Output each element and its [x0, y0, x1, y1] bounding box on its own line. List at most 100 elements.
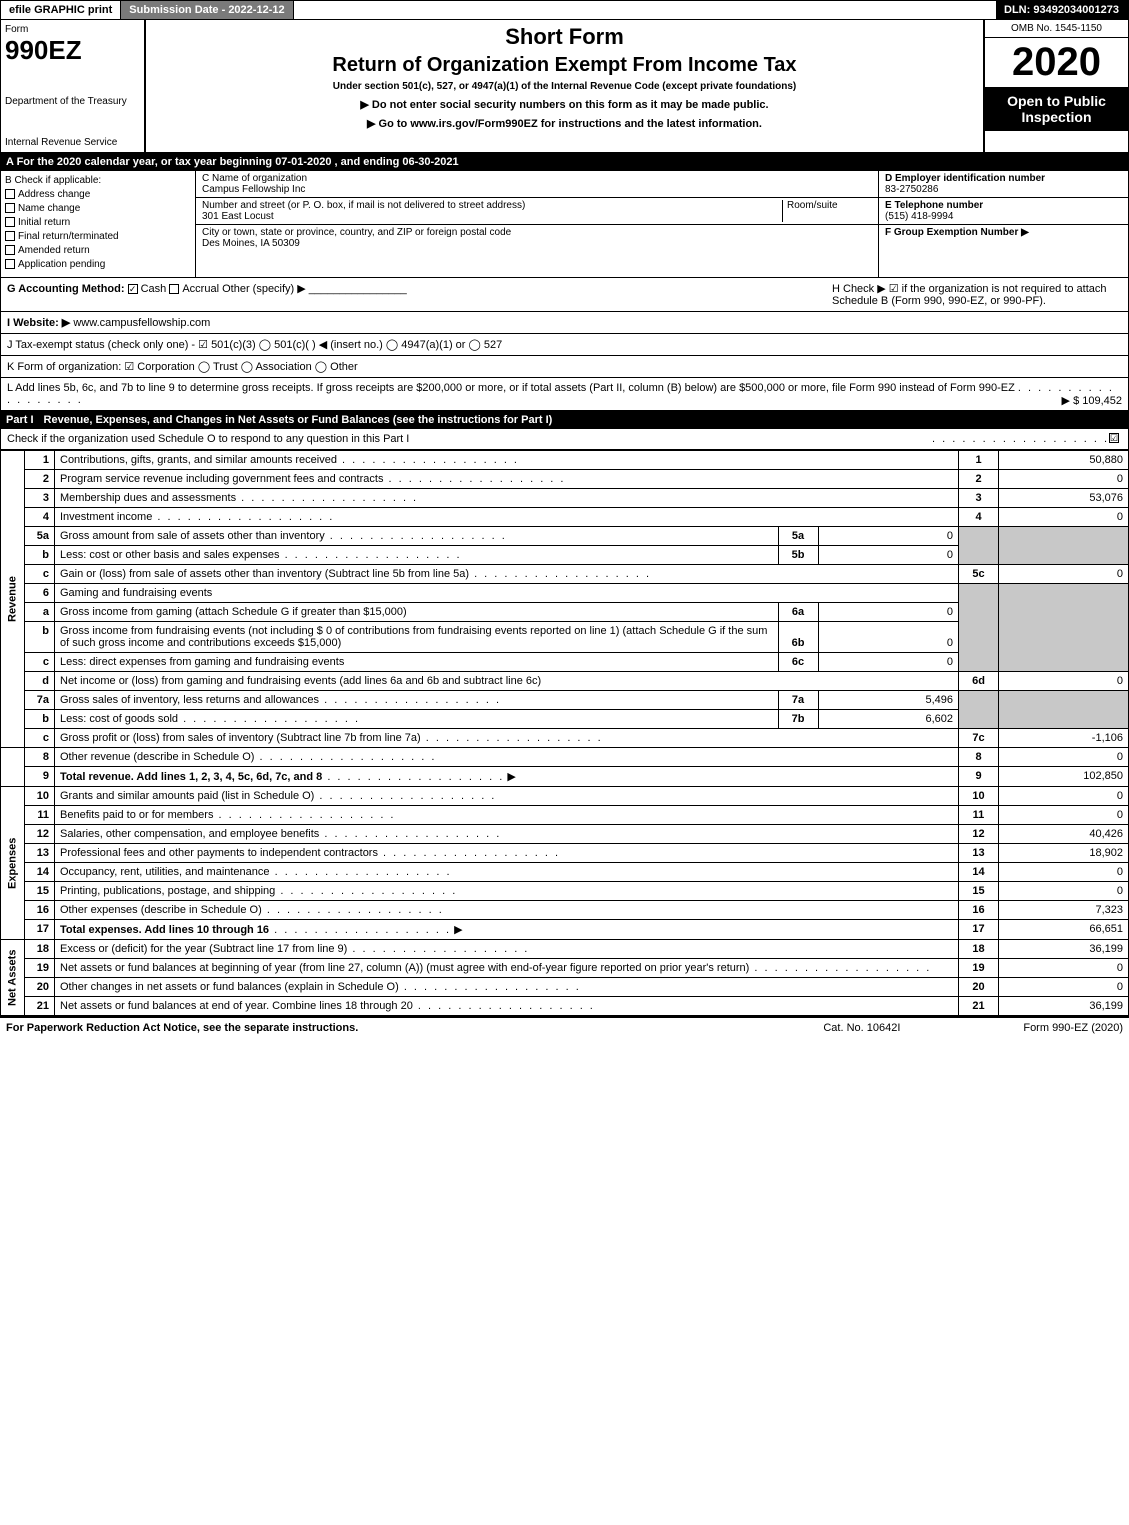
submission-date: Submission Date - 2022-12-12	[121, 1, 293, 19]
tel-label: E Telephone number	[885, 200, 983, 211]
net-assets-side: Net Assets	[1, 940, 25, 1016]
expenses-side: Expenses	[1, 787, 25, 940]
open-public: Open to Public Inspection	[985, 87, 1128, 131]
part1-check-text: Check if the organization used Schedule …	[7, 433, 932, 445]
period-bar: A For the 2020 calendar year, or tax yea…	[0, 153, 1129, 171]
footer-paperwork: For Paperwork Reduction Act Notice, see …	[6, 1022, 823, 1034]
org-street-row: Number and street (or P. O. box, if mail…	[196, 198, 878, 225]
check-address[interactable]: Address change	[5, 189, 191, 200]
row-14: 14Occupancy, rent, utilities, and mainte…	[1, 863, 1129, 882]
website-value[interactable]: www.campusfellowship.com	[73, 317, 210, 329]
goto-link[interactable]: ▶ Go to www.irs.gov/Form990EZ for instru…	[154, 117, 975, 130]
dln: DLN: 93492034001273	[996, 1, 1128, 19]
row-7c: cGross profit or (loss) from sales of in…	[1, 729, 1129, 748]
group-label: F Group Exemption Number ▶	[885, 227, 1029, 238]
org-column: C Name of organization Campus Fellowship…	[196, 171, 878, 277]
title-box: Short Form Return of Organization Exempt…	[146, 20, 983, 152]
lines-table: Revenue 1Contributions, gifts, grants, a…	[0, 450, 1129, 1016]
row-7a: 7aGross sales of inventory, less returns…	[1, 691, 1129, 710]
row-5a: 5aGross amount from sale of assets other…	[1, 527, 1129, 546]
tel-value: (515) 418-9994	[885, 211, 953, 222]
row-9: 9Total revenue. Add lines 1, 2, 3, 4, 5c…	[1, 767, 1129, 787]
form-header: Form 990EZ Department of the Treasury In…	[0, 20, 1129, 153]
row-19: 19Net assets or fund balances at beginni…	[1, 959, 1129, 978]
part1-title: Revenue, Expenses, and Changes in Net As…	[44, 414, 1123, 426]
irs-label: Internal Revenue Service	[5, 137, 140, 148]
row-5c: cGain or (loss) from sale of assets othe…	[1, 565, 1129, 584]
footer: For Paperwork Reduction Act Notice, see …	[0, 1016, 1129, 1038]
line-l-row: L Add lines 5b, 6c, and 7b to line 9 to …	[0, 378, 1129, 411]
street-value: 301 East Locust	[202, 211, 782, 222]
check-cash-icon[interactable]: ✓	[128, 284, 138, 294]
check-final[interactable]: Final return/terminated	[5, 231, 191, 242]
row-gh: G Accounting Method: ✓Cash Accrual Other…	[0, 278, 1129, 312]
check-name[interactable]: Name change	[5, 203, 191, 214]
row-15: 15Printing, publications, postage, and s…	[1, 882, 1129, 901]
row-1: Revenue 1Contributions, gifts, grants, a…	[1, 451, 1129, 470]
tax-year: 2020	[985, 38, 1128, 87]
ein-value: 83-2750286	[885, 184, 938, 195]
row-13: 13Professional fees and other payments t…	[1, 844, 1129, 863]
row-12: 12Salaries, other compensation, and empl…	[1, 825, 1129, 844]
row-18: Net Assets 18Excess or (deficit) for the…	[1, 940, 1129, 959]
line-l-text: L Add lines 5b, 6c, and 7b to line 9 to …	[7, 382, 1015, 394]
ein-label: D Employer identification number	[885, 173, 1045, 184]
right-header-box: OMB No. 1545-1150 2020 Open to Public In…	[983, 20, 1128, 152]
check-pending[interactable]: Application pending	[5, 259, 191, 270]
row-6: 6Gaming and fundraising events	[1, 584, 1129, 603]
subtitle: Under section 501(c), 527, or 4947(a)(1)…	[154, 81, 975, 92]
part1-label: Part I	[6, 414, 44, 426]
tax-exempt-row: J Tax-exempt status (check only one) - ☑…	[0, 334, 1129, 356]
form-org-row: K Form of organization: ☑ Corporation ◯ …	[0, 356, 1129, 378]
row-3: 3Membership dues and assessments353,076	[1, 489, 1129, 508]
check-accrual-icon[interactable]	[169, 284, 179, 294]
efile-label[interactable]: efile GRAPHIC print	[1, 1, 121, 19]
row-20: 20Other changes in net assets or fund ba…	[1, 978, 1129, 997]
department: Department of the Treasury	[5, 96, 140, 107]
omb-number: OMB No. 1545-1150	[985, 20, 1128, 38]
row-6d: dNet income or (loss) from gaming and fu…	[1, 672, 1129, 691]
row-17: 17Total expenses. Add lines 10 through 1…	[1, 920, 1129, 940]
tel-row: E Telephone number (515) 418-9994	[879, 198, 1128, 225]
city-value: Des Moines, IA 50309	[202, 238, 872, 249]
row-2: 2Program service revenue including gover…	[1, 470, 1129, 489]
form-number: 990EZ	[5, 35, 140, 66]
check-column: B Check if applicable: Address change Na…	[1, 171, 196, 277]
schedule-b-check: H Check ▶ ☑ if the organization is not r…	[822, 282, 1122, 307]
row-21: 21Net assets or fund balances at end of …	[1, 997, 1129, 1016]
form-label: Form	[5, 24, 140, 35]
check-amended[interactable]: Amended return	[5, 245, 191, 256]
check-initial[interactable]: Initial return	[5, 217, 191, 228]
title-short-form: Short Form	[154, 24, 975, 50]
city-label: City or town, state or province, country…	[202, 227, 872, 238]
row-10: Expenses 10Grants and similar amounts pa…	[1, 787, 1129, 806]
ein-row: D Employer identification number 83-2750…	[879, 171, 1128, 198]
group-row: F Group Exemption Number ▶	[879, 225, 1128, 240]
part1-check-row: Check if the organization used Schedule …	[0, 429, 1129, 450]
row-11: 11Benefits paid to or for members110	[1, 806, 1129, 825]
street-label: Number and street (or P. O. box, if mail…	[202, 200, 782, 211]
part1-header: Part I Revenue, Expenses, and Changes in…	[0, 411, 1129, 429]
part1-check-icon[interactable]: ☑	[1109, 433, 1119, 443]
row-8: 8Other revenue (describe in Schedule O)8…	[1, 748, 1129, 767]
line-l-amount: ▶ $ 109,452	[1062, 394, 1122, 407]
org-name-row: C Name of organization Campus Fellowship…	[196, 171, 878, 198]
org-city-row: City or town, state or province, country…	[196, 225, 878, 251]
row-4: 4Investment income40	[1, 508, 1129, 527]
website-row: I Website: ▶ www.campusfellowship.com	[0, 312, 1129, 334]
top-bar: efile GRAPHIC print Submission Date - 20…	[0, 0, 1129, 20]
section-abc: B Check if applicable: Address change Na…	[0, 171, 1129, 278]
footer-cat: Cat. No. 10642I	[823, 1022, 1023, 1034]
revenue-side: Revenue	[1, 451, 25, 748]
check-title: B Check if applicable:	[5, 175, 191, 186]
website-label: I Website: ▶	[7, 317, 70, 329]
right-info-column: D Employer identification number 83-2750…	[878, 171, 1128, 277]
row-16: 16Other expenses (describe in Schedule O…	[1, 901, 1129, 920]
title-return: Return of Organization Exempt From Incom…	[154, 54, 975, 77]
accounting-method: G Accounting Method: ✓Cash Accrual Other…	[7, 282, 822, 307]
footer-form: Form 990-EZ (2020)	[1023, 1022, 1123, 1034]
org-name: Campus Fellowship Inc	[202, 184, 872, 195]
form-number-box: Form 990EZ Department of the Treasury In…	[1, 20, 146, 152]
ssn-warning: ▶ Do not enter social security numbers o…	[154, 98, 975, 111]
org-name-label: C Name of organization	[202, 173, 872, 184]
